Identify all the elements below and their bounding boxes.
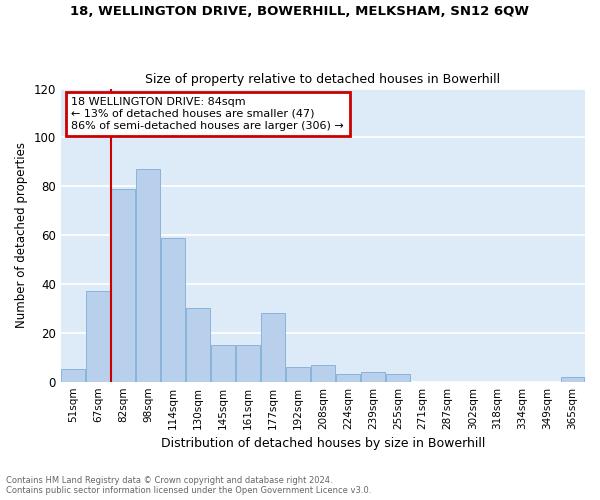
Bar xyxy=(336,374,360,382)
Bar xyxy=(361,372,385,382)
Y-axis label: Number of detached properties: Number of detached properties xyxy=(15,142,28,328)
Bar xyxy=(261,314,285,382)
Title: Size of property relative to detached houses in Bowerhill: Size of property relative to detached ho… xyxy=(145,73,500,86)
Bar xyxy=(112,188,135,382)
Bar xyxy=(61,370,85,382)
Text: 18 WELLINGTON DRIVE: 84sqm
← 13% of detached houses are smaller (47)
86% of semi: 18 WELLINGTON DRIVE: 84sqm ← 13% of deta… xyxy=(71,98,344,130)
Bar xyxy=(186,308,210,382)
Bar xyxy=(386,374,410,382)
Bar xyxy=(136,169,160,382)
Bar xyxy=(560,377,584,382)
Bar xyxy=(236,345,260,382)
X-axis label: Distribution of detached houses by size in Bowerhill: Distribution of detached houses by size … xyxy=(161,437,485,450)
Bar xyxy=(311,364,335,382)
Bar xyxy=(161,238,185,382)
Text: Contains HM Land Registry data © Crown copyright and database right 2024.
Contai: Contains HM Land Registry data © Crown c… xyxy=(6,476,371,495)
Text: 18, WELLINGTON DRIVE, BOWERHILL, MELKSHAM, SN12 6QW: 18, WELLINGTON DRIVE, BOWERHILL, MELKSHA… xyxy=(71,5,530,18)
Bar xyxy=(286,367,310,382)
Bar xyxy=(211,345,235,382)
Bar xyxy=(86,292,110,382)
